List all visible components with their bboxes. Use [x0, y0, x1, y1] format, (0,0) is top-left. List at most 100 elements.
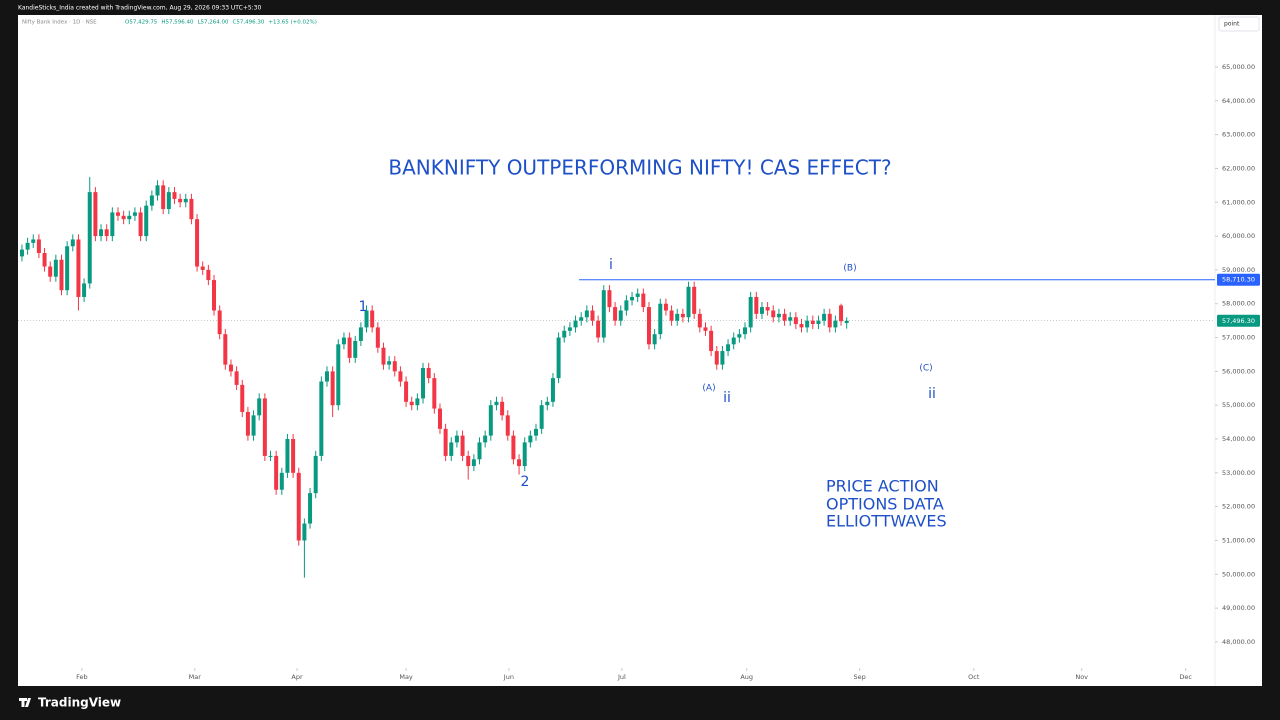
annotation: 2	[521, 474, 530, 490]
candle-body	[658, 303, 663, 335]
candle-body	[635, 293, 640, 297]
candle-body	[336, 344, 341, 406]
price-label-box	[1217, 273, 1260, 286]
candle-body	[240, 384, 245, 412]
candle-body	[381, 347, 386, 365]
candle-body	[245, 411, 250, 436]
y-tick-label: 57,000.00	[1222, 334, 1255, 342]
candle-body	[53, 259, 58, 277]
candle-body	[421, 367, 426, 399]
candle-body	[726, 344, 731, 352]
candle-body	[437, 408, 442, 429]
candle-body	[466, 455, 471, 467]
candle-body	[59, 259, 64, 291]
candle-body	[183, 198, 188, 203]
candle-body	[347, 337, 352, 358]
candle-body	[771, 310, 776, 318]
x-tick-label: Oct	[968, 673, 980, 681]
candle-body	[720, 351, 725, 365]
candle-body	[48, 266, 53, 277]
candle-body	[573, 320, 578, 328]
candle-body	[262, 398, 267, 456]
candle-body	[839, 305, 844, 322]
candle-body	[765, 307, 770, 311]
candle-body	[737, 334, 742, 338]
candle-body	[443, 428, 448, 456]
candle-body	[330, 371, 335, 406]
x-tick-label: Mar	[189, 673, 202, 681]
candle-body	[782, 313, 787, 321]
candle-body	[471, 459, 476, 467]
y-tick-label: 65,000.00	[1222, 63, 1255, 71]
candle-body	[268, 455, 273, 457]
candle-body	[274, 455, 279, 490]
candle-body	[155, 185, 160, 196]
candle-body	[511, 435, 516, 460]
candle-body	[279, 472, 284, 490]
candle-body	[703, 327, 708, 331]
price-label-box	[1217, 314, 1260, 327]
candle-body	[189, 198, 194, 220]
annotation: 1	[359, 299, 368, 315]
annotation: ii	[723, 390, 731, 406]
candle-body	[477, 442, 482, 460]
candle-body	[302, 523, 307, 541]
candle-body	[217, 310, 222, 335]
candle-body	[686, 286, 691, 318]
candle-body	[138, 212, 143, 237]
plot-background	[18, 15, 1262, 686]
candle-body	[42, 252, 47, 267]
candle-body	[115, 212, 120, 216]
candle-body	[579, 317, 584, 321]
candle-body	[833, 320, 838, 328]
candle-body	[387, 361, 392, 365]
candle-body	[285, 439, 290, 473]
candle-body	[375, 327, 380, 348]
candle-body	[195, 219, 200, 267]
candle-body	[776, 313, 781, 318]
candle-body	[788, 317, 793, 321]
candle-body	[409, 401, 414, 406]
candle-body	[692, 286, 697, 314]
scale-button[interactable]	[1218, 16, 1260, 32]
candle-body	[556, 337, 561, 379]
candle-body	[550, 378, 555, 402]
y-tick-label: 53,000.00	[1222, 469, 1255, 477]
candle-body	[149, 195, 154, 206]
scale-mode[interactable]: point	[1224, 21, 1240, 28]
price-label: 58,710.30	[1222, 276, 1255, 284]
candle-body	[816, 320, 821, 325]
candle-body	[680, 313, 685, 318]
candle-body	[161, 185, 166, 210]
candle-body	[398, 371, 403, 382]
candle-body	[539, 405, 544, 429]
candle-body	[426, 367, 431, 379]
candle-body	[415, 398, 420, 406]
candle-body	[296, 472, 301, 541]
candle-body	[93, 192, 98, 237]
candle-body	[505, 415, 510, 436]
y-tick-label: 58,000.00	[1222, 300, 1255, 308]
candle-body	[82, 283, 87, 297]
candle-body	[70, 239, 75, 247]
candle-body	[545, 401, 550, 406]
candle-body	[618, 310, 623, 321]
candle-body	[364, 310, 369, 328]
candle-body	[522, 442, 527, 467]
candle-body	[534, 428, 539, 436]
candle-body	[624, 300, 629, 311]
candle-body	[358, 327, 363, 341]
annotation: PRICE ACTION	[826, 477, 939, 496]
y-tick-label: 49,000.00	[1222, 604, 1255, 612]
y-tick-label: 63,000.00	[1222, 131, 1255, 139]
candle-body	[669, 310, 674, 321]
candle-body	[827, 313, 832, 328]
candle-body	[810, 320, 815, 325]
candle-body	[308, 493, 313, 524]
x-tick-label: Jul	[617, 673, 626, 681]
y-tick-label: 48,000.00	[1222, 638, 1255, 646]
candle-body	[731, 337, 736, 345]
y-tick-label: 59,000.00	[1222, 266, 1255, 274]
candle-body	[743, 327, 748, 335]
candle-body	[341, 337, 346, 345]
